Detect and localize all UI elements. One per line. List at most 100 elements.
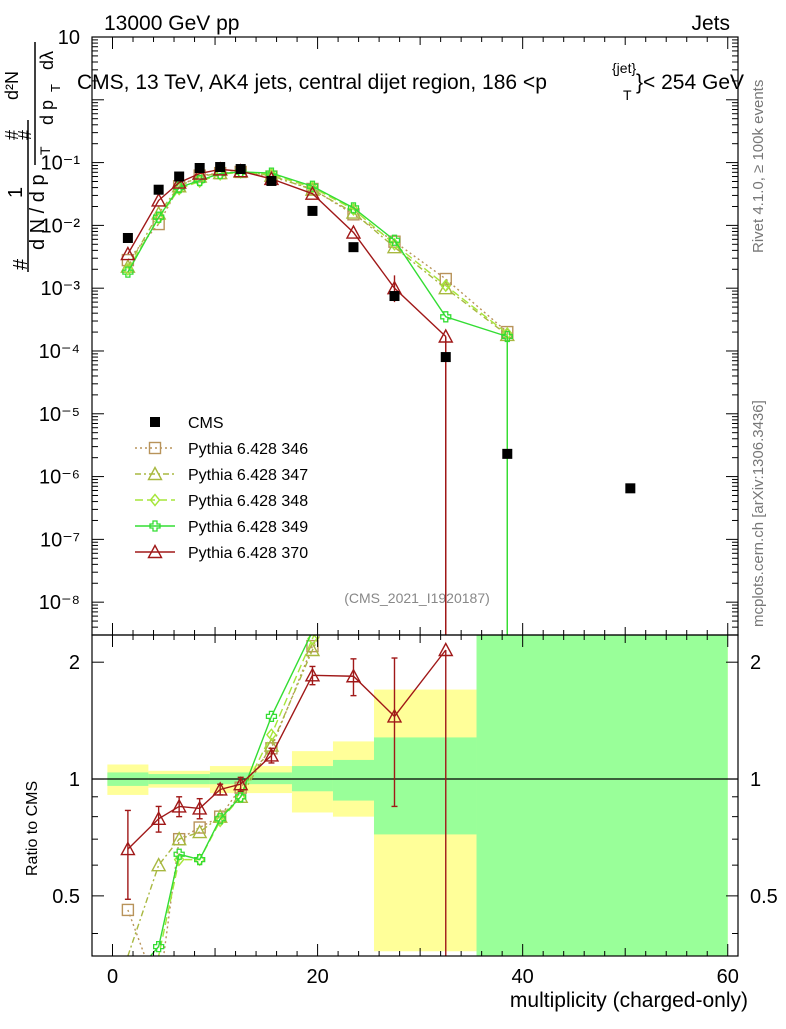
category-label: Jets <box>691 12 730 35</box>
cms-point-8 <box>348 242 359 253</box>
legend-marker-3-shape <box>149 520 161 532</box>
series-3-point-lower-6 <box>265 710 278 723</box>
lower-y-tick-label-left-2: 0.5 <box>52 886 80 908</box>
series-3-point-upper-11 <box>501 330 513 343</box>
ylabel-hash-2: # <box>2 130 22 140</box>
title-sub: T <box>623 87 632 103</box>
ylabel-one: 1 <box>5 187 27 198</box>
series-1-point-lower-3 <box>191 824 208 839</box>
legend: CMS Pythia 6.428 346 Pythia 6.428 347 Pythi… <box>135 415 308 562</box>
series-2-point-upper-1 <box>153 211 165 225</box>
x-tick-label-0: 0 <box>107 966 118 988</box>
upper-y-tick-label-6: 10⁻⁶ <box>39 467 80 489</box>
lower-y-tick-label-left-0: 2 <box>69 652 80 674</box>
lower-y-tick-label-right-0: 2 <box>750 652 761 674</box>
upper-y-tick-label-2: 10⁻² <box>41 215 81 237</box>
ylabel-hash-1: # <box>10 258 32 270</box>
series-3-point-lower-6-shape <box>265 710 278 723</box>
lower-y-tick-label-right-1: 1 <box>750 769 761 791</box>
series-3-point-upper-10 <box>440 311 452 323</box>
lower-plot-marks <box>92 635 738 956</box>
legend-label-4: Pythia 6.428 370 <box>188 545 308 562</box>
cms-point-0 <box>122 232 133 243</box>
legend-marker-4 <box>147 544 163 559</box>
series-3-line-lower <box>149 635 312 956</box>
cms-point-2 <box>174 171 185 182</box>
legend-cms-label: CMS <box>188 415 224 432</box>
series-3-point-lower-5-shape <box>235 791 247 803</box>
series-1-point-lower-1 <box>150 857 167 872</box>
series-2-point-upper-10 <box>440 278 452 293</box>
legend-label-1: Pythia 6.428 347 <box>188 467 308 484</box>
legend-label-0: Pythia 6.428 346 <box>188 441 308 458</box>
ylabel-dN: d N / d p <box>27 174 49 250</box>
cms-point-7 <box>307 205 318 216</box>
series-4-point-upper-7 <box>304 185 321 200</box>
ylabel-T1: T <box>37 146 53 155</box>
series-4-point-upper-8 <box>345 224 362 239</box>
cms-point-4 <box>215 162 226 173</box>
cms-point-5 <box>235 164 246 175</box>
x-axis-label: multiplicity (charged-only) <box>510 989 748 1012</box>
main-title: CMS, 13 TeV, AK4 jets, central dijet reg… <box>77 71 547 94</box>
legend-marker-2 <box>149 493 161 507</box>
upper-y-tick-label-8: 10⁻⁸ <box>39 592 80 614</box>
series-3-point-lower-3 <box>194 853 206 866</box>
legend-marker-1 <box>147 466 163 481</box>
title-sup: {jet} <box>612 60 636 76</box>
ylabel-T2: T <box>48 84 63 92</box>
series-2-point-upper-8 <box>348 202 359 216</box>
series-3-point-upper-8 <box>347 202 360 214</box>
series-2-point-upper-4 <box>214 167 226 181</box>
series-3-point-lower-2 <box>173 848 185 860</box>
cms-point-11 <box>502 448 513 459</box>
series-2-line-upper <box>127 171 508 335</box>
legend-cms-marker <box>150 417 160 427</box>
ratio-bands <box>107 635 728 956</box>
series-3-point-upper-8-shape <box>347 202 360 214</box>
series-3-point-upper-11-shape <box>501 330 513 343</box>
band-inner-5 <box>373 737 477 835</box>
upper-y-tick-label-4: 10⁻⁴ <box>39 341 80 363</box>
series-3-point-lower-1 <box>153 940 165 953</box>
series-2-point-lower-4 <box>214 814 226 828</box>
series-3-point-lower-4-shape <box>214 813 226 825</box>
series-2-point-lower-6 <box>266 728 277 742</box>
series-4-point-upper-3 <box>191 165 208 180</box>
series-4-point-upper-2 <box>171 174 187 189</box>
series-3-point-lower-5 <box>235 791 247 803</box>
series-1-point-lower-2 <box>171 831 187 846</box>
upper-y-tick-label-0: 10 <box>58 27 80 49</box>
upper-y-tick-label-5: 10⁻⁵ <box>39 404 80 426</box>
series-3-point-upper-1-shape <box>153 211 165 223</box>
upper-plot-marks <box>120 161 636 635</box>
lower-frame <box>91 634 739 957</box>
series-2-line-lower <box>157 635 315 956</box>
rivet-label: Rivet 4.1.0, ≥ 100k events <box>750 80 767 253</box>
series-1-point-upper-8 <box>345 204 362 219</box>
ylabel-hash-3: # <box>15 130 35 140</box>
band-inner-4 <box>332 759 374 801</box>
series-4-point-upper-1 <box>150 192 167 207</box>
ylabel-d2N: d²N <box>2 71 22 100</box>
series-3-point-upper-0-shape <box>122 266 134 278</box>
band-inner-6 <box>476 635 728 956</box>
series-3-point-lower-4 <box>214 813 226 825</box>
series-3-point-upper-10-shape <box>440 311 452 323</box>
series-3-point-lower-3-shape <box>194 853 206 866</box>
series-1-point-lower-7 <box>304 642 321 657</box>
upper-y-tick-label-1: 10⁻¹ <box>41 153 81 175</box>
energy-label: 13000 GeV pp <box>104 12 239 35</box>
mcplots-label: mcplots.cern.ch [arXiv:1306.3436] <box>750 400 767 627</box>
series-0-point-upper-10 <box>439 272 452 286</box>
series-4-point-upper-0 <box>120 246 136 261</box>
series-0-line-upper <box>127 171 508 333</box>
cms-point-12 <box>625 483 636 494</box>
upper-y-tick-label-3: 10⁻³ <box>41 278 81 300</box>
series-2-point-lower-2 <box>173 853 185 867</box>
band-inner-2 <box>209 772 292 785</box>
x-tick-label-40: 40 <box>512 966 534 988</box>
lower-y-tick-label-right-2: 0.5 <box>750 886 778 908</box>
